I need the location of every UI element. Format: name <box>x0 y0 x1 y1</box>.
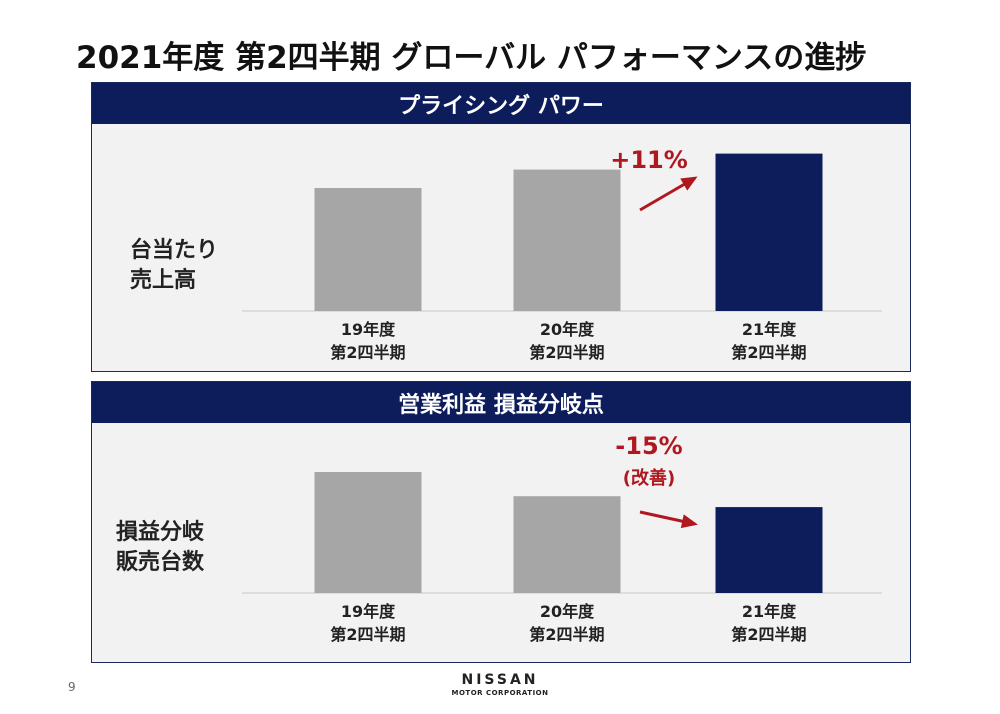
annotation-arrow-head <box>680 514 698 529</box>
bar <box>314 472 422 593</box>
y-axis-label: 台当たり 売上高 <box>130 238 219 293</box>
bar <box>314 188 422 311</box>
x-tick-label: 21年度 <box>742 320 797 339</box>
x-tick-label: 第2四半期 <box>731 343 806 362</box>
breakeven-panel: 営業利益 損益分岐点 損益分岐 販売台数 19年度第2四半期 20年度第2四半期 2… <box>91 381 911 663</box>
y-axis-label: 損益分岐 販売台数 <box>116 520 205 575</box>
x-tick-label: 21年度 <box>742 602 797 621</box>
bar <box>715 153 823 311</box>
x-tick-label: 第2四半期 <box>330 343 405 362</box>
bar <box>513 169 621 311</box>
logo-name: NISSAN <box>461 672 539 688</box>
x-tick-label: 第2四半期 <box>330 625 405 644</box>
pricing-power-panel: プライシング パワー 台当たり 売上高 19年度第2四半期 20年度第2四半期 21… <box>91 82 911 372</box>
x-tick-label: 19年度 <box>341 320 396 339</box>
logo-sub: MOTOR CORPORATION <box>451 689 549 697</box>
panel-header: プライシング パワー <box>92 83 910 124</box>
page-number: 9 <box>68 680 76 694</box>
x-tick-label: 第2四半期 <box>731 625 806 644</box>
bar <box>513 496 621 593</box>
x-tick-label: 19年度 <box>341 602 396 621</box>
nissan-logo: NISSAN MOTOR CORPORATION <box>450 673 550 698</box>
x-tick-label: 第2四半期 <box>529 625 604 644</box>
x-tick-label: 20年度 <box>540 320 595 339</box>
panel-header: 営業利益 損益分岐点 <box>92 382 910 423</box>
page-title: 2021年度 第2四半期 グローバル パフォーマンスの進捗 <box>76 40 867 76</box>
annotation-arrow-head <box>680 176 698 191</box>
annotation-label: -15% <box>615 432 682 460</box>
bar <box>715 507 823 593</box>
annotation-sublabel: (改善) <box>623 467 675 489</box>
x-tick-label: 20年度 <box>540 602 595 621</box>
annotation-label: +11% <box>610 146 688 174</box>
x-tick-label: 第2四半期 <box>529 343 604 362</box>
